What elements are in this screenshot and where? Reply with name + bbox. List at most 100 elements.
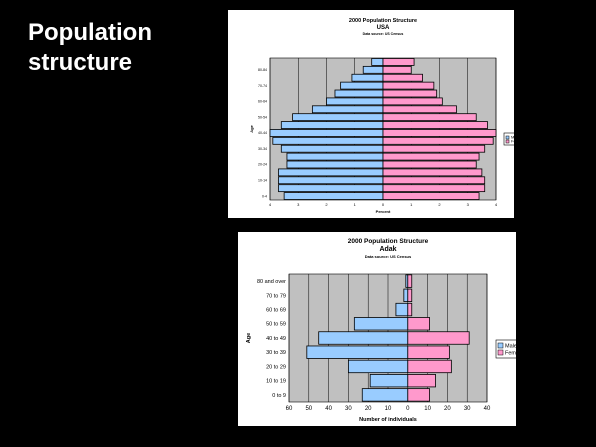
undefined-male-bar [278, 168, 384, 177]
undefined-female-bar [382, 160, 477, 169]
undefined-male-bar [326, 97, 384, 106]
undefined-x-tick-label: 1 [410, 202, 413, 207]
usa-population-chart: 2000 Population Structure USA Data source:… [228, 10, 514, 218]
undefined-male-bar [280, 144, 384, 153]
undefined-chart-source: Data source: US Census [365, 254, 412, 259]
undefined-male-bar [269, 129, 384, 137]
undefined-y-axis-label: Age [246, 333, 252, 343]
undefined-male-bar [361, 388, 409, 402]
undefined-male-bar [334, 89, 384, 98]
undefined-female-bar [407, 345, 450, 359]
undefined-x-tick-label: 50 [305, 406, 312, 412]
undefined-female-bar [382, 192, 480, 200]
undefined-legend-swatch-female [497, 349, 504, 356]
undefined-x-tick-label: 4 [269, 202, 272, 207]
undefined-female-bar [407, 331, 470, 345]
undefined-legend-swatch-male [497, 342, 504, 349]
undefined-y-tick-label: 60 to 69 [266, 307, 286, 313]
undefined-female-bar [382, 105, 457, 114]
undefined-female-bar [382, 121, 488, 129]
slide-title-line-2: structure [28, 49, 133, 76]
undefined-y-tick-label: 80-84 [258, 68, 267, 72]
undefined-male-bar [369, 374, 409, 388]
undefined-male-bar [311, 105, 384, 114]
undefined-y-tick-label: 50-54 [258, 115, 267, 119]
undefined-female-bar [382, 89, 438, 98]
undefined-x-tick-label: 10 [424, 406, 431, 412]
undefined-x-tick-label: 10 [385, 406, 392, 412]
undefined-chart-title: 2000 Population Structure [349, 18, 417, 24]
undefined-male-bar [280, 121, 384, 129]
undefined-male-bar [362, 65, 384, 74]
undefined-female-bar [382, 136, 494, 145]
adak-population-chart: 2000 Population Structure Adak Data source… [238, 232, 516, 426]
undefined-male-bar [340, 81, 384, 90]
undefined-chart-title: 2000 Population Structure [348, 238, 429, 245]
undefined-male-bar [306, 345, 409, 359]
undefined-female-bar [407, 302, 413, 317]
undefined-y-tick-label: 30 to 39 [266, 350, 286, 356]
undefined-y-tick-label: 0 to 9 [272, 393, 286, 399]
undefined-legend-label-female: Female [511, 139, 514, 144]
undefined-female-bar [382, 113, 477, 122]
undefined-male-bar [286, 152, 384, 161]
undefined-x-tick-label: 1 [354, 202, 357, 207]
undefined-x-tick-label: 60 [286, 406, 293, 412]
undefined-legend-label-female: Female [505, 351, 516, 357]
undefined-male-bar [395, 302, 409, 317]
undefined-x-tick-label: 40 [484, 406, 491, 412]
undefined-x-tick-label: 2 [438, 202, 441, 207]
undefined-y-tick-label: 50 to 59 [266, 322, 286, 328]
undefined-y-tick-label: 10-14 [258, 179, 267, 183]
undefined-legend-swatch-female [505, 139, 510, 144]
undefined-male-bar [351, 73, 384, 82]
undefined-female-bar [407, 317, 430, 331]
undefined-female-bar [382, 129, 497, 137]
undefined-y-tick-label: 70 to 79 [266, 293, 286, 299]
undefined-male-bar [286, 160, 384, 169]
undefined-y-tick-label: 80 and over [257, 279, 286, 285]
undefined-male-bar [348, 359, 409, 374]
undefined-legend: MaleFemale [495, 339, 516, 359]
undefined-male-bar [403, 288, 409, 302]
undefined-female-bar [407, 274, 413, 288]
undefined-female-bar [382, 65, 412, 74]
undefined-x-tick-label: 20 [444, 406, 451, 412]
undefined-female-bar [382, 81, 435, 90]
undefined-x-tick-label: 0 [406, 406, 410, 412]
undefined-x-tick-label: 30 [345, 406, 352, 412]
undefined-female-bar [407, 288, 413, 302]
undefined-y-tick-label: 70-74 [258, 84, 267, 88]
undefined-male-bar [318, 331, 409, 345]
undefined-legend-label-male: Male [511, 135, 514, 140]
undefined-male-bar [292, 113, 384, 122]
undefined-x-tick-label: 3 [297, 202, 300, 207]
undefined-male-bar [278, 184, 384, 193]
undefined-male-bar [371, 58, 384, 66]
undefined-x-tick-label: 4 [495, 202, 498, 207]
undefined-legend-swatch-male [505, 135, 510, 140]
undefined-y-tick-label: 30-34 [258, 147, 267, 151]
undefined-y-tick-label: 40-44 [258, 131, 267, 135]
undefined-y-tick-label: 20-24 [258, 163, 267, 167]
undefined-x-axis-label: Percent [376, 209, 391, 214]
undefined-y-tick-label: 20 to 29 [266, 364, 286, 370]
undefined-y-tick-label: 10 to 19 [266, 379, 286, 385]
undefined-y-tick-label: 0-4 [262, 194, 267, 198]
undefined-x-tick-label: 30 [464, 406, 471, 412]
undefined-chart-source: Data source: US Census [363, 32, 404, 36]
undefined-male-bar [283, 192, 384, 200]
undefined-female-bar [407, 359, 452, 374]
undefined-chart-subtitle: USA [377, 25, 390, 31]
undefined-x-axis-label: Number of individuals [359, 417, 417, 423]
undefined-female-bar [382, 184, 486, 193]
undefined-male-bar [353, 317, 409, 331]
undefined-chart-subtitle: Adak [379, 246, 396, 253]
undefined-x-tick-label: 0 [382, 202, 385, 207]
undefined-female-bar [382, 168, 483, 177]
undefined-legend-label-male: Male [505, 344, 516, 350]
slide-title-line-1: Population [28, 19, 152, 46]
undefined-female-bar [407, 374, 436, 388]
